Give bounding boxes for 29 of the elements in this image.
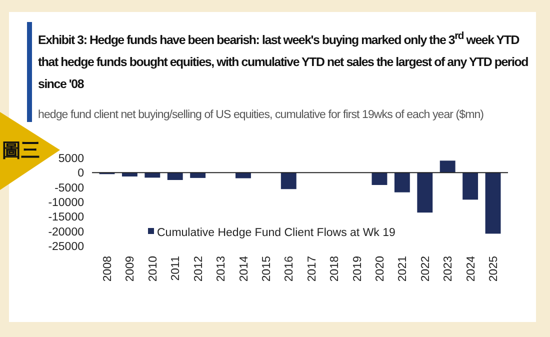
y-tick-label: -25000 [48, 241, 84, 254]
y-tick-label: -15000 [48, 212, 84, 224]
text: 圖三 [2, 140, 40, 162]
x-tick-label: 2018 [329, 256, 342, 282]
x-tick-label: 2021 [397, 256, 410, 282]
x-tick-label: 2025 [488, 256, 500, 282]
x-tick-label: 2017 [306, 256, 318, 282]
y-tick-label: 5000 [58, 153, 84, 166]
y-tick-label: -10000 [48, 197, 84, 210]
x-tick-label: 2016 [284, 256, 296, 282]
legend-label: Cumulative Hedge Fund Client Flows at Wk 19 [157, 227, 396, 240]
x-tick-label: 2015 [260, 256, 273, 282]
x-tick-label: 2008 [102, 256, 114, 282]
chart-subtitle: hedge fund client net buying/selling of US equities, cumulative for first 19wks of each year ($mn) [38, 109, 484, 121]
x-tick-label: 2011 [170, 256, 182, 281]
x-tick-label: 2023 [442, 256, 455, 282]
x-tick-label: 2019 [352, 256, 364, 282]
chart-title: Exhibit 3: Hedge funds have been bearish: last week's buying marked only the 3$^{rd}$ week YTD that hedge funds bought equities, with cumulative YTD net sales the largest of any YTD period since '08 [38, 30, 530, 94]
y-tick-label: -20000 [48, 226, 84, 238]
x-tick-label: 2012 [192, 256, 205, 282]
x-tick-label: 2009 [124, 256, 137, 282]
y-tick-label: 0 [78, 168, 84, 180]
y-tick-label: -5000 [54, 182, 84, 194]
x-tick-label: 2013 [216, 256, 228, 282]
x-tick-label: 2020 [374, 256, 386, 282]
x-tick-label: 2010 [147, 256, 160, 282]
x-tick-label: 2024 [465, 255, 478, 282]
x-tick-label: 2014 [238, 255, 250, 282]
x-tick-label: 2022 [420, 256, 432, 282]
